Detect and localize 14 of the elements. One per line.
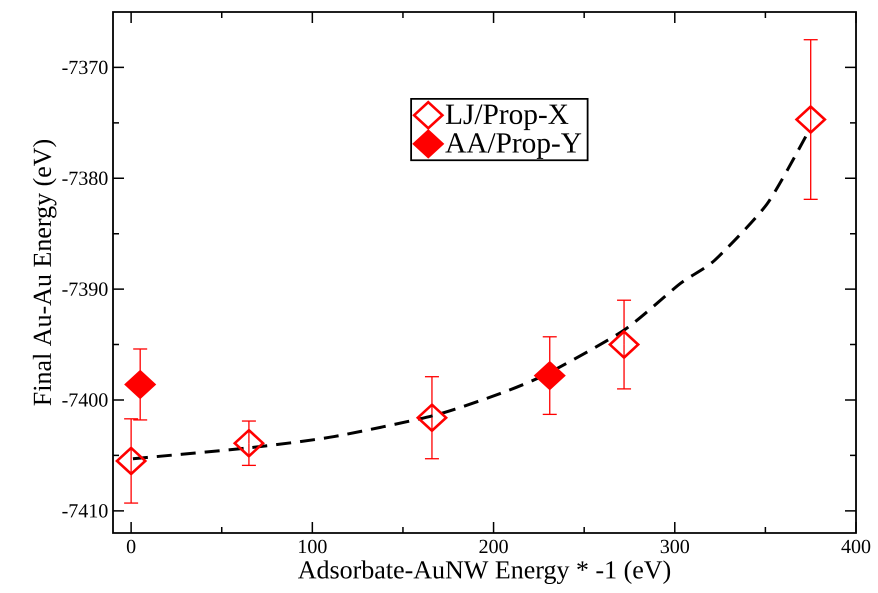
y-tick-label: -7390 — [62, 282, 108, 296]
x-tick-label: 300 — [660, 540, 690, 554]
x-tick-label: 0 — [126, 540, 136, 554]
x-tick-label: 100 — [299, 540, 327, 554]
y-tick-label: -7370 — [62, 60, 108, 74]
y-axis-title: Final Au-Au Energy (eV) — [32, 140, 56, 406]
legend-label: AA/Prop-Y — [445, 133, 582, 159]
y-tick-label: -7380 — [62, 172, 108, 186]
y-tick-label: -7400 — [62, 393, 108, 407]
y-tick-label: -7410 — [62, 504, 108, 518]
x-tick-label: 200 — [479, 540, 508, 554]
x-tick-label: 400 — [841, 540, 870, 554]
x-axis-title: Adsorbate-AuNW Energy * -1 (eV) — [298, 560, 670, 584]
legend-label: LJ/Prop-X — [446, 104, 568, 130]
